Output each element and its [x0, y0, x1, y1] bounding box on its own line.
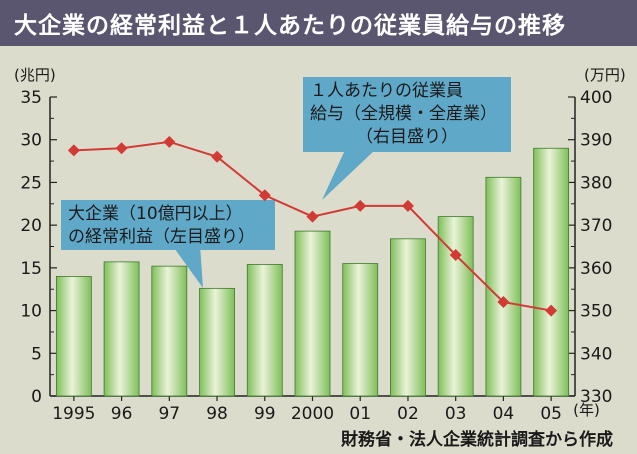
bar	[294, 230, 331, 397]
salary-point	[115, 142, 128, 155]
left-tick-label: 10	[20, 302, 42, 322]
right-axis-unit: (万円)	[584, 66, 626, 84]
right-tick-label: 390	[580, 131, 612, 151]
salary-point	[354, 199, 367, 212]
salary-point	[211, 150, 224, 163]
line-callout-box	[303, 77, 511, 152]
bar-callout-text: 大企業（10億円以上）	[68, 204, 243, 224]
x-tick-label: 02	[397, 404, 419, 424]
salary-point	[163, 135, 176, 148]
salary-point	[545, 304, 558, 317]
left-tick-label: 15	[20, 259, 42, 279]
x-tick-label: 97	[158, 404, 180, 424]
x-tick-label: 04	[493, 404, 515, 424]
bar	[55, 275, 92, 397]
left-tick-label: 5	[31, 344, 42, 364]
left-tick-label: 30	[20, 131, 42, 151]
bar-callout-pointer	[172, 245, 203, 288]
x-tick-label: 03	[445, 404, 467, 424]
right-tick-label: 330	[580, 387, 612, 407]
x-tick-label: 99	[254, 404, 276, 424]
x-tick-label: 01	[349, 404, 371, 424]
right-tick-label: 400	[580, 88, 612, 108]
chart-title: 大企業の経常利益と１人あたりの従業員給与の推移	[14, 13, 566, 39]
right-tick-label: 350	[580, 302, 612, 322]
bar	[533, 147, 570, 397]
left-axis-unit: (兆円)	[14, 66, 56, 84]
right-tick-label: 370	[580, 216, 612, 236]
bar	[103, 261, 140, 397]
salary-point	[67, 144, 80, 157]
title-bar: 大企業の経常利益と１人あたりの従業員給与の推移	[0, 0, 637, 46]
bar	[151, 265, 188, 397]
x-tick-label: 96	[111, 404, 133, 424]
salary-point	[449, 249, 462, 262]
bar	[342, 263, 379, 397]
salary-point	[258, 189, 271, 202]
bar	[246, 264, 283, 397]
bar-callout-box	[61, 200, 275, 250]
left-tick-label: 20	[20, 216, 42, 236]
bar	[437, 216, 474, 397]
bar-callout-text: の経常利益（左目盛り）	[68, 227, 255, 247]
line-callout-pointer	[322, 150, 375, 200]
x-tick-label: 98	[206, 404, 228, 424]
salary-point	[497, 296, 510, 309]
left-tick-label: 35	[20, 88, 42, 108]
salary-point	[306, 210, 319, 223]
bar	[485, 176, 522, 397]
line-callout-text: 給与（全規模・全産業）	[310, 104, 497, 124]
x-tick-label: 05	[540, 404, 562, 424]
source-note: 財務省・法人企業統計調査から作成	[341, 430, 613, 450]
bar	[199, 287, 235, 397]
line-callout-text: （右目盛り）	[356, 127, 458, 147]
x-axis-unit: (年)	[573, 401, 600, 419]
right-tick-label: 340	[580, 344, 612, 364]
left-tick-label: 25	[20, 173, 42, 193]
left-tick-label: 0	[31, 387, 42, 407]
right-tick-label: 380	[580, 173, 612, 193]
bar	[390, 238, 426, 397]
right-tick-label: 360	[580, 259, 612, 279]
line-callout-text: １人あたりの従業員	[310, 81, 463, 101]
salary-point	[401, 199, 414, 212]
x-tick-label: 2000	[291, 404, 334, 424]
x-tick-label: 1995	[52, 404, 95, 424]
